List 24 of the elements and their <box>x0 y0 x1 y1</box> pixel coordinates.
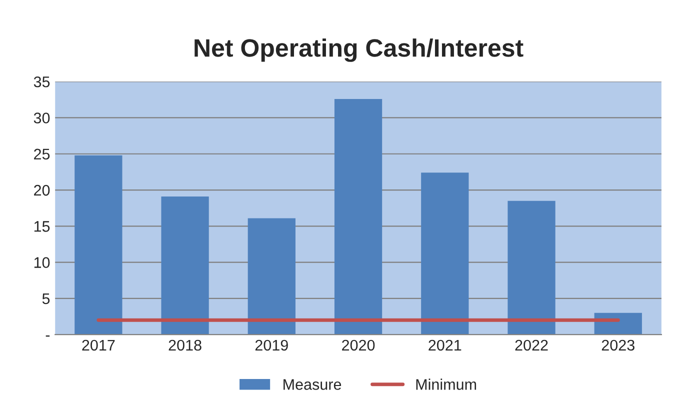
y-tick-label: 30 <box>34 112 50 124</box>
bar <box>334 98 382 335</box>
x-tick-label: 2023 <box>602 340 634 351</box>
y-tick-label: 35 <box>34 76 50 88</box>
y-tick-label: 10 <box>34 257 50 268</box>
x-tick-label: 2021 <box>428 340 462 351</box>
x-tick-label: 2020 <box>342 340 375 351</box>
y-tick-label: 25 <box>34 148 50 160</box>
bar <box>161 196 209 335</box>
bar <box>508 200 556 335</box>
chart-title: Net Operating Cash/Interest <box>194 38 524 62</box>
legend-label: Minimum <box>416 378 476 390</box>
x-tick-label: 2019 <box>255 340 288 351</box>
y-tick-label: - <box>46 335 50 337</box>
bar <box>421 172 469 335</box>
legend-label: Measure <box>284 379 342 390</box>
x-tick-label: 2017 <box>82 340 115 351</box>
x-tick-label: 2022 <box>515 340 548 351</box>
bar <box>74 155 122 335</box>
y-tick-label: 5 <box>42 293 50 304</box>
y-tick-label: 20 <box>34 184 50 196</box>
bar <box>248 218 296 335</box>
x-tick-label: 2018 <box>168 340 202 351</box>
y-tick-label: 15 <box>34 221 50 232</box>
